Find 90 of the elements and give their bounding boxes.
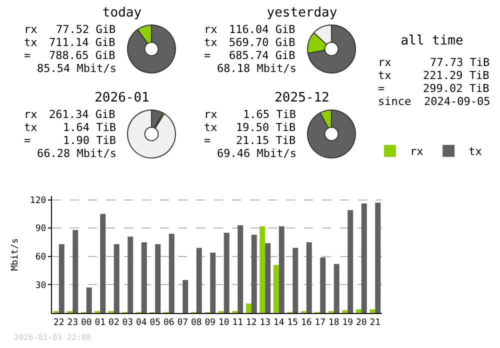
y-tick-label: 30 [35, 280, 46, 291]
chart-title: 2025-12 [274, 90, 330, 106]
text: tx 221.29 TiB [378, 69, 490, 82]
bar [273, 264, 279, 313]
y-tick-label: 120 [30, 196, 46, 206]
y-tick-label: 60 [35, 252, 46, 263]
donut-slice [307, 24, 356, 74]
x-tick-label: 12 [246, 318, 257, 328]
text: = 299.02 TiB [378, 82, 490, 95]
bar [342, 310, 348, 313]
bar [196, 248, 202, 313]
x-tick-label: 06 [163, 318, 174, 328]
bar [114, 244, 120, 313]
text: 69.46 Mbit/s [217, 147, 296, 160]
text: tx 569.70 GiB [204, 36, 296, 49]
text: = 788.65 GiB [24, 49, 116, 62]
x-tick-label: 02 [108, 318, 120, 328]
x-tick-label: 23 [67, 318, 78, 328]
chart-title: today [102, 6, 142, 21]
x-tick-label: 20 [356, 318, 367, 328]
bar [141, 242, 147, 313]
bar [155, 244, 161, 313]
donut-slice [127, 24, 176, 74]
x-tick-label: 16 [300, 318, 312, 328]
x-tick-label: 10 [218, 318, 230, 328]
donut-slice [307, 110, 356, 158]
bar [86, 288, 92, 313]
bar [128, 236, 134, 313]
x-tick-label: 01 [94, 318, 106, 328]
bar [334, 264, 340, 313]
text: rx 261.34 GiB [24, 108, 116, 121]
text: rx 77.73 TiB [378, 56, 490, 69]
text: 66.28 Mbit/s [37, 147, 116, 160]
x-tick-label: 13 [260, 318, 271, 328]
chart-title: yesterday [266, 6, 338, 21]
bar [210, 252, 216, 313]
bar [251, 234, 257, 313]
x-tick-label: 05 [150, 318, 161, 328]
bar [278, 226, 284, 313]
donut-slice [127, 110, 176, 158]
bar [265, 243, 271, 313]
bar [306, 242, 312, 313]
bar [224, 232, 230, 313]
text: rx 77.52 GiB [24, 23, 116, 36]
y-axis-title: Mbit/s [10, 238, 20, 271]
bar [238, 225, 244, 313]
text: tx 1.64 TiB [24, 121, 116, 134]
x-tick-label: 07 [177, 318, 188, 328]
bar [356, 309, 362, 313]
text: 68.18 Mbit/s [217, 62, 296, 75]
bar [58, 244, 64, 313]
bar [168, 234, 174, 313]
bar [182, 280, 188, 313]
legend-label: rx [410, 145, 424, 158]
bar [72, 230, 78, 313]
bar [375, 202, 381, 313]
x-tick-label: 15 [287, 318, 298, 328]
text: = 1.90 TiB [24, 134, 116, 147]
text: = 685.74 GiB [204, 49, 296, 62]
x-tick-label: 19 [342, 318, 354, 328]
text: = 21.15 TiB [204, 134, 296, 147]
bar [246, 304, 252, 313]
bar [260, 226, 266, 313]
x-tick-label: 17 [314, 318, 326, 328]
bar [370, 309, 376, 313]
x-tick-label: 04 [136, 318, 147, 328]
text: 85.54 Mbit/s [37, 62, 116, 75]
x-tick-label: 18 [328, 318, 340, 328]
x-tick-label: 22 [53, 318, 64, 328]
text: rx 116.04 GiB [204, 23, 296, 36]
x-tick-label: 21 [370, 318, 381, 328]
x-tick-label: 03 [122, 318, 134, 328]
text: since 2024-09-05 [378, 95, 490, 108]
x-tick-label: 09 [204, 318, 216, 328]
x-tick-label: 14 [273, 318, 284, 328]
bar [361, 204, 367, 313]
x-tick-label: 00 [80, 318, 92, 328]
x-tick-label: 11 [232, 318, 244, 328]
bar [100, 214, 106, 313]
x-tick-label: 08 [190, 318, 202, 328]
text: tx 711.14 GiB [24, 36, 116, 49]
bar [292, 248, 298, 313]
bar [348, 210, 354, 313]
y-tick-label: 90 [35, 224, 46, 234]
chart-title: 2026-01 [94, 90, 150, 106]
text: tx 19.50 TiB [204, 121, 296, 134]
text: rx 1.65 TiB [204, 108, 296, 121]
legend-label: tx [468, 145, 482, 158]
text: all time [400, 34, 464, 49]
bar [320, 257, 326, 313]
